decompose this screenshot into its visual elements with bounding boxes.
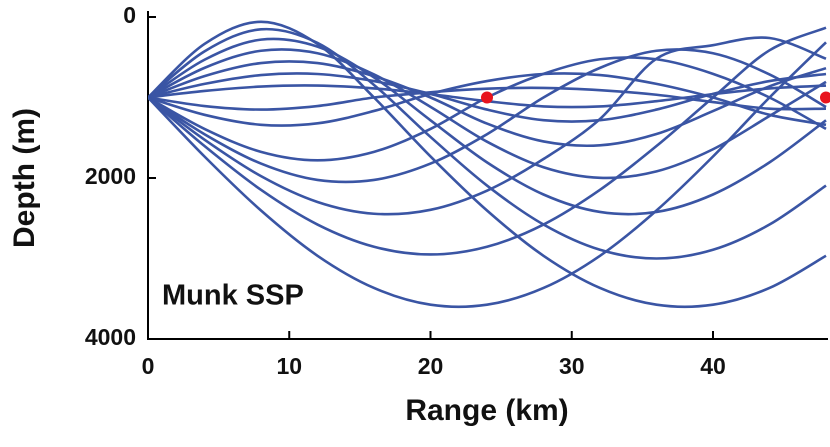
annotation: Munk SSP (162, 280, 304, 312)
ray-line (148, 37, 827, 216)
ray-line (148, 86, 827, 111)
ray-line (148, 48, 827, 180)
ray-line (148, 41, 827, 309)
y-tick-label: 4000 (85, 324, 136, 350)
y-axis-label: Depth (m) (8, 108, 41, 248)
x-tick-label: 30 (559, 353, 585, 379)
marker-point (481, 91, 493, 104)
x-tick-label: 0 (142, 353, 155, 379)
ray-line (148, 60, 827, 148)
ray-line (148, 36, 827, 216)
marker-point (820, 91, 830, 104)
x-tick-label: 20 (418, 353, 444, 379)
x-tick-label: 40 (700, 353, 726, 379)
ray-line (148, 48, 827, 184)
x-tick-label: 10 (276, 353, 302, 379)
ray-line (148, 26, 827, 256)
y-tick-label: 2000 (85, 163, 136, 189)
x-axis-label: Range (km) (405, 394, 568, 427)
ray-line (148, 20, 827, 309)
ray-line (148, 27, 827, 260)
y-tick-label: 0 (123, 2, 136, 28)
